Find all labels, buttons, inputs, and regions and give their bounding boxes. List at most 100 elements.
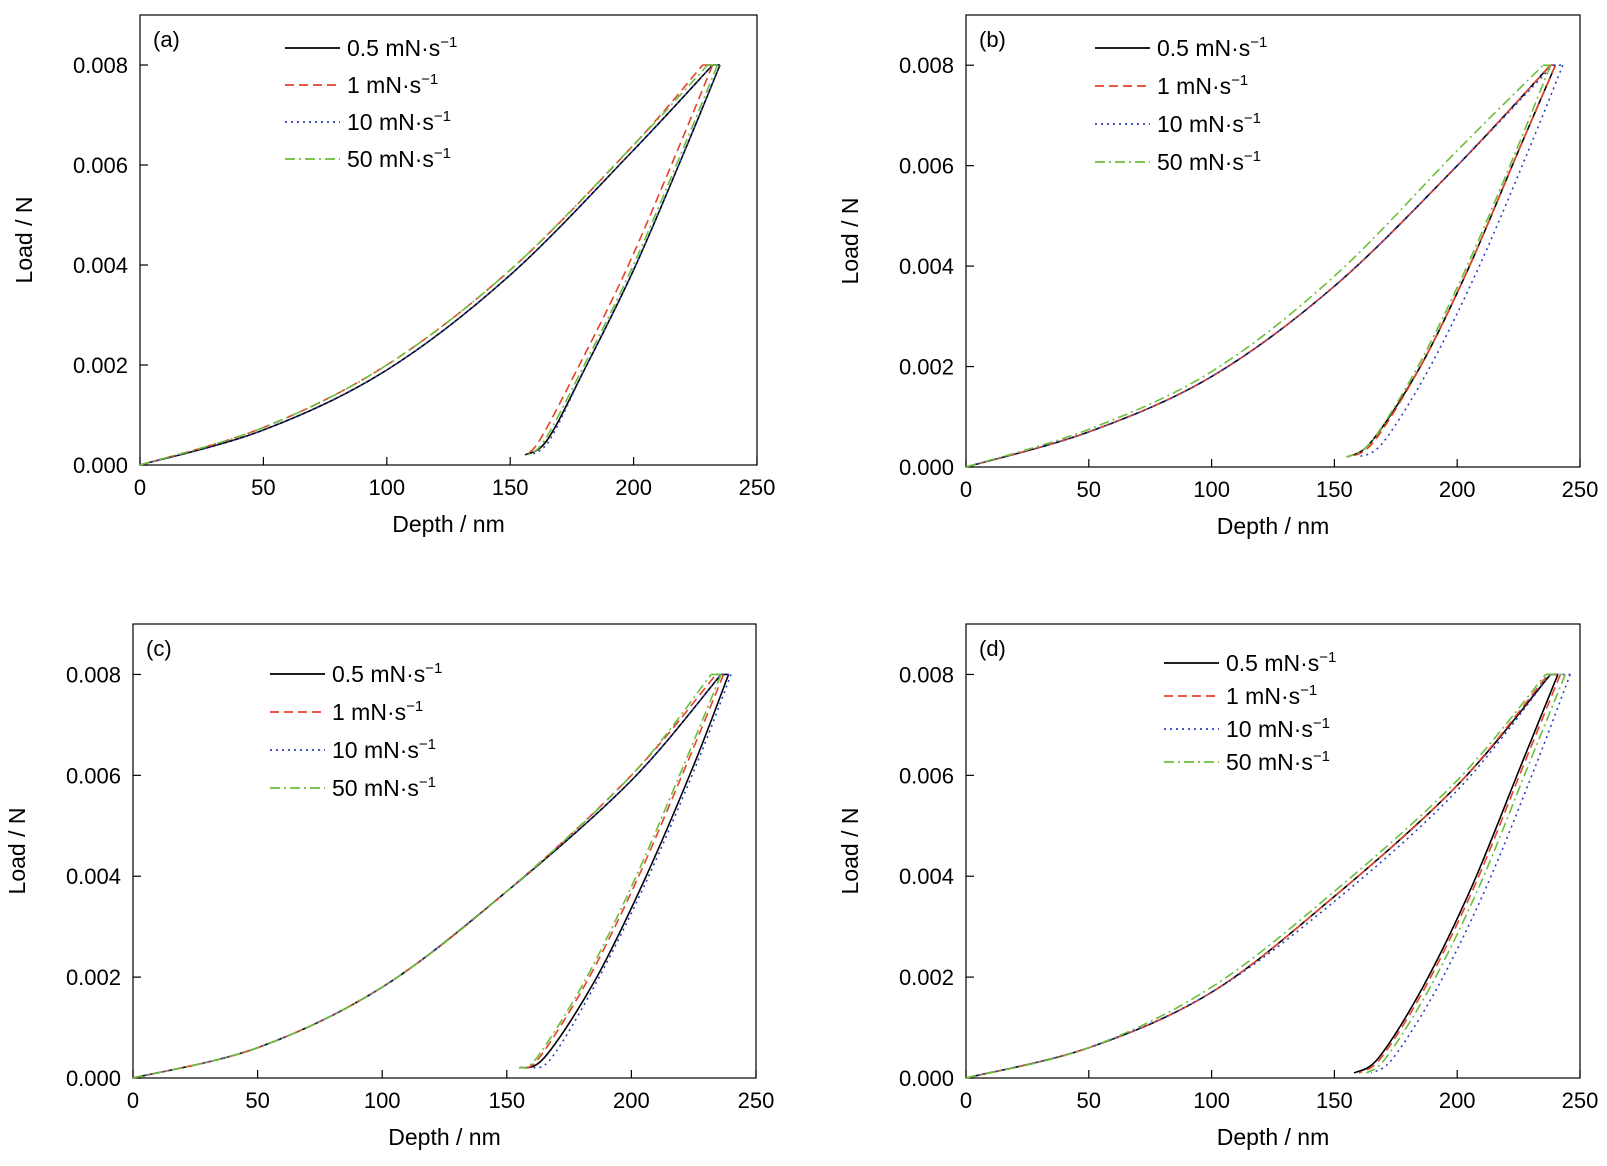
plot-frame [139,14,758,466]
series-3 [965,673,1567,1079]
x-tick-label: 200 [615,475,652,500]
series-line-loading [965,64,1554,468]
y-tick-label: 0.002 [73,353,128,378]
series-line-unloading [518,674,730,1069]
y-tick-label: 0.002 [899,965,954,990]
y-tick-label: 0.000 [66,1066,121,1091]
chart-panel-c: 0 50 100 150 200 250 0.000 0.002 0.004 0.006 0.008… [4,623,775,1150]
x-tick-label: 50 [1077,477,1101,502]
x-tick-label: 150 [1316,1088,1353,1113]
series-line-unloading [529,64,721,456]
x-tick-label: 250 [738,1088,775,1113]
legend-label: 0.5 mN·s−1 [1226,649,1336,676]
series-line-unloading [1370,674,1571,1074]
series-2 [965,64,1564,468]
plot-frame [132,623,757,1079]
y-tick-label: 0.008 [66,662,121,687]
series-line-unloading [1358,64,1564,458]
series-line-loading [139,64,704,466]
y-tick-label: 0.006 [66,763,121,788]
x-tick-label: 50 [251,475,275,500]
legend-label: 1 mN·s−1 [347,71,438,98]
chart-panel-d: 0 50 100 150 200 250 0.000 0.002 0.004 0.006 0.008… [837,623,1598,1150]
legend-label: 0.5 mN·s−1 [332,660,442,687]
x-tick-label: 50 [245,1088,269,1113]
panel-label: (c) [146,636,172,661]
x-tick-label: 100 [368,475,405,500]
x-tick-label: 0 [960,477,972,502]
series-3 [965,64,1552,468]
series-line-loading [965,673,1547,1079]
series-3 [139,64,719,466]
legend-label: 1 mN·s−1 [1226,682,1317,709]
panel-label: (a) [153,27,180,52]
x-tick-label: 100 [1193,1088,1230,1113]
x-tick-label: 250 [1562,477,1599,502]
x-tick-label: 100 [1193,477,1230,502]
x-axis-title: Depth / nm [1217,513,1330,539]
y-axis-title: Load / N [11,197,37,284]
y-tick-label: 0.004 [66,864,121,889]
y-tick-label: 0.004 [899,254,954,279]
series-line-loading [132,673,712,1079]
series-line-unloading [1353,674,1559,1074]
legend-label: 50 mN·s−1 [347,145,451,172]
chart-panel-b: 0 50 100 150 200 250 0.000 0.002 0.004 0.006 0.008… [837,14,1599,539]
legend-label: 50 mN·s−1 [1226,748,1330,775]
x-tick-label: 0 [960,1088,972,1113]
x-tick-label: 150 [492,475,529,500]
legend-label: 50 mN·s−1 [332,774,436,801]
series-2 [132,673,732,1079]
plot-frame [965,14,1581,468]
x-tick-label: 0 [134,475,146,500]
series-2 [965,673,1571,1079]
series-line-loading [139,64,714,466]
y-tick-label: 0.000 [899,1066,954,1091]
x-axis-title: Depth / nm [392,511,505,537]
legend-label: 10 mN·s−1 [332,736,436,763]
series-line-loading [139,64,709,466]
series-line-loading [132,673,722,1079]
legend-label: 0.5 mN·s−1 [1157,34,1267,61]
x-tick-label: 200 [1439,1088,1476,1113]
series-3 [132,673,722,1079]
y-axis-title: Load / N [837,198,863,285]
series-line-unloading [1358,674,1562,1074]
series-line-loading [132,673,722,1079]
x-axis-title: Depth / nm [1217,1124,1330,1150]
series-1 [132,673,725,1079]
y-tick-label: 0.002 [899,355,954,380]
series-line-loading [965,64,1544,468]
legend-label: 1 mN·s−1 [1157,72,1248,99]
y-tick-label: 0.008 [899,662,954,687]
legend-label: 10 mN·s−1 [1157,110,1261,137]
y-tick-label: 0.000 [899,455,954,480]
x-tick-label: 250 [739,475,776,500]
series-line-unloading [1346,64,1552,458]
x-tick-label: 50 [1077,1088,1101,1113]
chart-panel-a: 0 50 100 150 200 250 0.000 0.002 0.004 0.006 0.008… [11,14,776,537]
series-line-unloading [1346,64,1557,458]
plot-frame [965,623,1581,1079]
series-line-unloading [1348,64,1557,458]
y-tick-label: 0.000 [73,453,128,478]
y-tick-label: 0.006 [899,154,954,179]
series-line-loading [132,673,717,1079]
legend-label: 10 mN·s−1 [1226,715,1330,742]
x-tick-label: 150 [1316,477,1353,502]
series-line-unloading [526,64,719,456]
x-tick-label: 0 [127,1088,139,1113]
y-tick-label: 0.006 [899,763,954,788]
legend-label: 0.5 mN·s−1 [347,34,457,61]
y-tick-label: 0.002 [66,965,121,990]
series-line-unloading [1365,674,1567,1074]
x-tick-label: 100 [364,1088,401,1113]
y-tick-label: 0.004 [899,864,954,889]
legend-label: 50 mN·s−1 [1157,148,1261,175]
series-line-loading [965,64,1552,468]
y-tick-label: 0.006 [73,153,128,178]
legend-label: 10 mN·s−1 [347,108,451,135]
panel-label: (b) [979,27,1006,52]
series-line-unloading [521,674,725,1069]
